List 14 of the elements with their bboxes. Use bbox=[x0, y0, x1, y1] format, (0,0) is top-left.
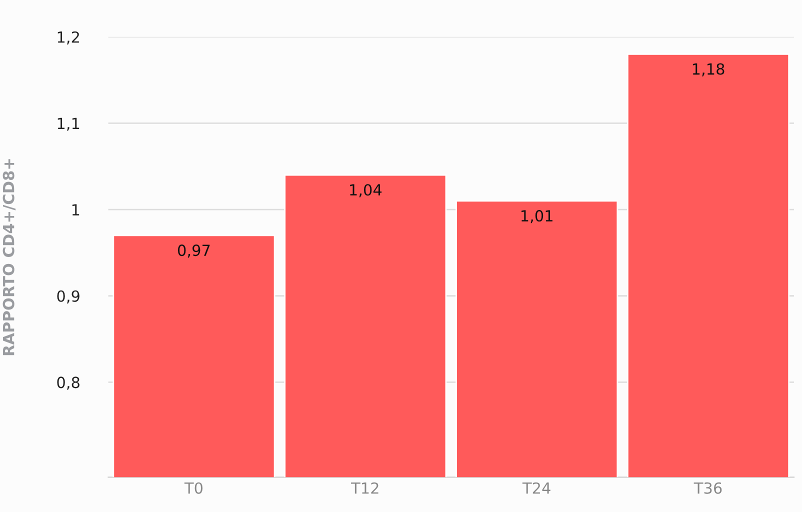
x-tick-label: T36 bbox=[694, 482, 722, 494]
x-tick-label: T0 bbox=[184, 482, 202, 494]
x-tick-label: T12 bbox=[350, 482, 378, 494]
data-label: 0,97 bbox=[178, 244, 210, 258]
data-label: 1,18 bbox=[692, 63, 724, 76]
y-tick-label: 1,1 bbox=[58, 118, 80, 131]
data-label: 1,04 bbox=[350, 184, 382, 198]
y-axis-title: RAPPORTO CD4+/CD8+ bbox=[2, 159, 16, 356]
x-tick-label: T24 bbox=[522, 482, 550, 494]
y-tick-label: 0,8 bbox=[57, 376, 80, 390]
y-tick-label: 1,2 bbox=[58, 31, 79, 44]
y-tick-label: 0,9 bbox=[57, 290, 80, 304]
data-label: 1,01 bbox=[522, 210, 552, 224]
y-tick-label: 1 bbox=[72, 204, 80, 216]
